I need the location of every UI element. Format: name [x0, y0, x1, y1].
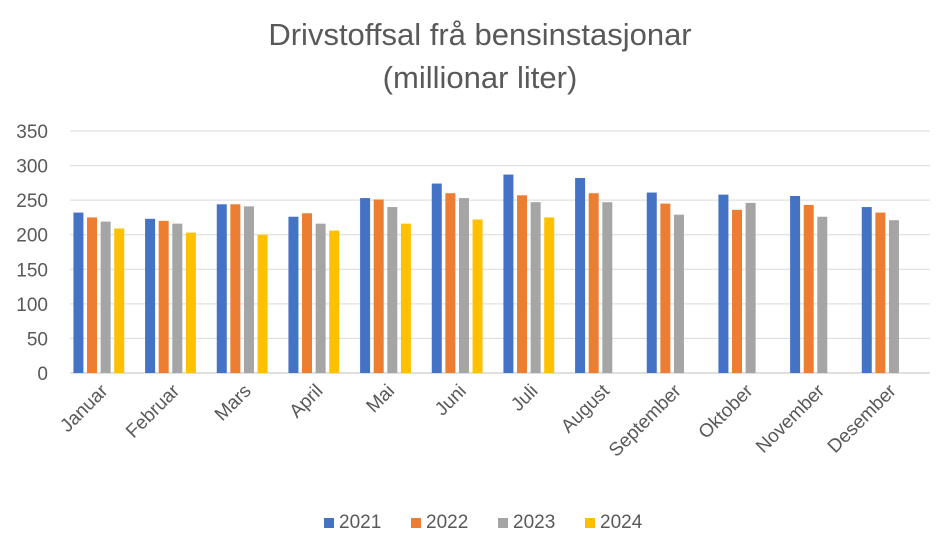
x-category-label: Mai [363, 381, 400, 418]
legend-swatch-2022 [411, 518, 421, 528]
y-tick-label: 150 [16, 260, 48, 281]
bar-2023-februar [172, 223, 183, 373]
y-tick-label: 250 [16, 191, 48, 212]
legend-label-2021: 2021 [339, 512, 381, 533]
bar-2023-desember [888, 220, 899, 373]
bar-2021-januar [73, 212, 84, 373]
bar-2022-februar [158, 220, 169, 373]
y-tick-label: 50 [27, 329, 48, 350]
bar-2022-oktober [732, 209, 743, 373]
x-category-label: November [752, 380, 829, 457]
y-tick-label: 350 [16, 122, 48, 143]
bar-2024-februar [185, 232, 196, 373]
y-axis-ticks: 0 50 100 150 200 250 300 350 [16, 122, 48, 385]
bar-2023-mai [387, 207, 398, 373]
bar-2023-mars [243, 206, 254, 373]
bar-2022-november [803, 204, 814, 373]
chart-title-line-1: Drivstoffsal frå bensinstasjonar [268, 17, 691, 52]
bar-2024-januar [114, 228, 125, 373]
bar-2023-oktober [745, 202, 756, 373]
x-category-label: Mars [211, 381, 256, 426]
bar-2021-juli [503, 174, 514, 373]
x-category-label: Desember [824, 380, 901, 457]
x-category-label: Juni [431, 381, 470, 420]
bar-2021-juni [431, 183, 442, 373]
legend-label-2022: 2022 [426, 512, 468, 533]
bar-2022-januar [87, 217, 98, 373]
legend-swatch-2021 [324, 518, 334, 528]
chart-title-line-2: (millionar liter) [383, 60, 578, 95]
bar-2023-juni [458, 198, 469, 373]
legend-label-2023: 2023 [513, 512, 555, 533]
bar-2022-april [302, 213, 313, 373]
x-category-label: September [605, 380, 686, 461]
bar-2022-august [588, 193, 599, 373]
bar-2022-desember [875, 212, 886, 373]
bar-2023-januar [100, 221, 111, 373]
bar-2023-august [602, 202, 613, 373]
gridlines [70, 130, 930, 374]
bar-2022-juni [445, 193, 456, 373]
x-category-label: April [286, 381, 328, 423]
bar-2024-mai [400, 223, 411, 373]
y-tick-label: 0 [37, 364, 48, 385]
bar-2021-november [790, 195, 801, 373]
bar-2021-mai [360, 198, 371, 373]
legend-swatch-2024 [585, 518, 595, 528]
x-category-label: August [557, 380, 614, 437]
x-category-label: Januar [56, 380, 112, 436]
bar-2021-september [646, 192, 657, 373]
y-tick-label: 100 [16, 295, 48, 316]
bar-2024-juni [472, 219, 483, 373]
bar-2021-oktober [718, 194, 729, 373]
bar-2021-mars [216, 204, 227, 373]
bar-2023-april [315, 223, 326, 373]
x-category-label: Oktober [695, 380, 758, 443]
x-axis-categories: Januar Februar Mars April Mai Juni Juli AugustS… [56, 380, 901, 461]
bar-2024-april [329, 230, 340, 373]
bars [73, 174, 899, 373]
bar-2022-mai [373, 199, 384, 373]
bar-2022-juli [517, 195, 528, 373]
bar-2022-mars [230, 204, 241, 373]
legend: 2021 2022 2023 2024 [324, 512, 643, 533]
y-tick-label: 200 [16, 226, 48, 247]
y-tick-label: 300 [16, 157, 48, 178]
bar-2024-mars [257, 234, 268, 373]
bar-2021-april [288, 216, 299, 373]
bar-2021-desember [861, 207, 872, 373]
legend-label-2024: 2024 [600, 512, 643, 533]
bar-2021-februar [145, 218, 156, 373]
bar-2023-juli [530, 202, 541, 373]
x-category-label: Juli [507, 381, 542, 416]
bar-2023-september [673, 214, 684, 373]
bar-2022-september [660, 203, 671, 373]
bar-2024-juli [544, 217, 555, 373]
legend-swatch-2023 [498, 518, 508, 528]
bar-2023-november [817, 216, 828, 373]
bar-2021-august [575, 178, 586, 373]
x-category-label: Februar [122, 380, 184, 442]
